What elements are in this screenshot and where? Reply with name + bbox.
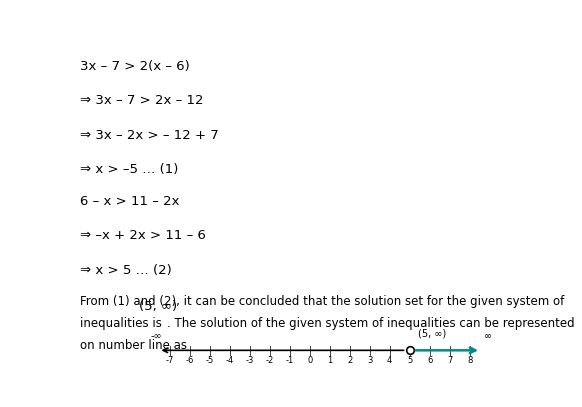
Text: 8: 8	[467, 356, 473, 365]
Text: . The solution of the given system of inequalities can be represented: . The solution of the given system of in…	[166, 317, 574, 330]
Text: -∞: -∞	[150, 332, 162, 341]
Text: 0: 0	[307, 356, 313, 365]
Text: 6: 6	[427, 356, 432, 365]
Text: 3: 3	[367, 356, 372, 365]
Text: ⇒ –x + 2x > 11 – 6: ⇒ –x + 2x > 11 – 6	[80, 229, 205, 242]
Text: 6 – x > 11 – 2x: 6 – x > 11 – 2x	[80, 195, 179, 208]
Text: -7: -7	[165, 356, 174, 365]
Text: -4: -4	[226, 356, 234, 365]
Text: ⇒ x > –5 … (1): ⇒ x > –5 … (1)	[80, 163, 178, 176]
Text: 1: 1	[327, 356, 332, 365]
Text: (5, ∞): (5, ∞)	[418, 328, 446, 338]
Text: 5: 5	[407, 356, 412, 365]
Text: on number line as: on number line as	[80, 339, 186, 352]
Text: -2: -2	[265, 356, 274, 365]
Text: From (1) and (2), it can be concluded that the solution set for the given system: From (1) and (2), it can be concluded th…	[80, 295, 564, 308]
Text: -6: -6	[186, 356, 194, 365]
Text: ∞: ∞	[484, 332, 492, 341]
Text: -5: -5	[205, 356, 214, 365]
Text: -1: -1	[286, 356, 294, 365]
Text: 3x – 7 > 2(x – 6): 3x – 7 > 2(x – 6)	[80, 60, 189, 73]
Text: (5, ∞): (5, ∞)	[139, 300, 177, 313]
Text: ⇒ 3x – 2x > – 12 + 7: ⇒ 3x – 2x > – 12 + 7	[80, 129, 218, 142]
Text: ⇒ x > 5 … (2): ⇒ x > 5 … (2)	[80, 263, 171, 276]
Text: inequalities is: inequalities is	[80, 317, 161, 330]
Text: ⇒ 3x – 7 > 2x – 12: ⇒ 3x – 7 > 2x – 12	[80, 94, 203, 107]
Text: 2: 2	[347, 356, 352, 365]
Text: 7: 7	[447, 356, 452, 365]
Text: 4: 4	[387, 356, 392, 365]
Text: -3: -3	[246, 356, 254, 365]
